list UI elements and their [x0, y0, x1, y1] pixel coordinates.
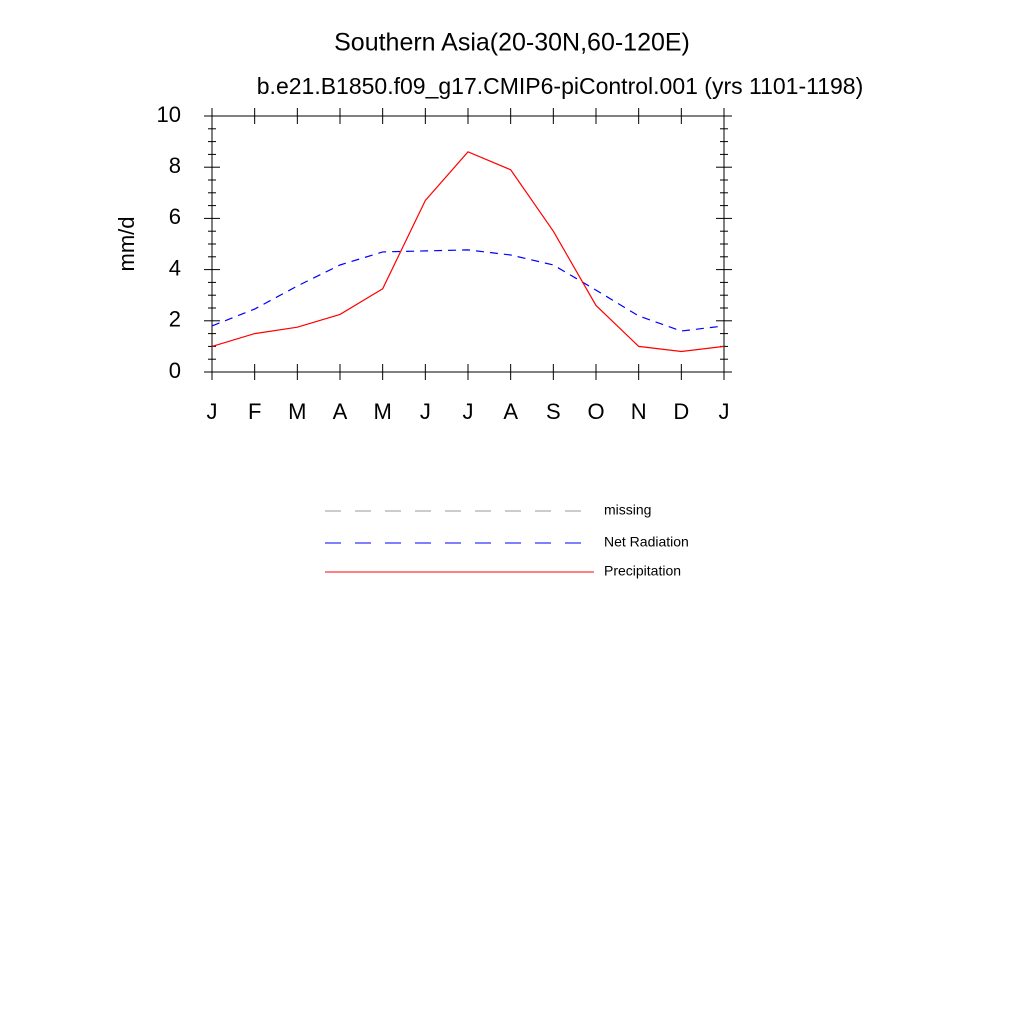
x-tick-label: F [248, 399, 261, 424]
x-tick-label: A [503, 399, 518, 424]
x-tick-label: J [719, 399, 730, 424]
x-tick-label: J [463, 399, 474, 424]
x-tick-label: O [587, 399, 604, 424]
series-line [211, 249, 725, 332]
y-tick-label: 8 [169, 153, 181, 178]
x-tick-label: S [546, 399, 561, 424]
x-tick-label: D [673, 399, 689, 424]
x-tick-label: J [420, 399, 431, 424]
series-line [211, 151, 725, 353]
x-tick-label: J [207, 399, 218, 424]
y-tick-label: 10 [157, 102, 181, 127]
legend-label: Net Radiation [604, 534, 689, 550]
y-tick-label: 4 [169, 255, 181, 280]
chart-title: Southern Asia(20-30N,60-120E) [334, 29, 690, 57]
y-tick-label: 6 [169, 204, 181, 229]
x-tick-label: A [333, 399, 348, 424]
x-tick-label: M [288, 399, 306, 424]
x-tick-label: N [631, 399, 647, 424]
y-axis-label: mm/d [114, 217, 139, 272]
y-tick-label: 2 [169, 307, 181, 332]
y-tick-label: 0 [169, 358, 181, 383]
x-tick-label: M [374, 399, 392, 424]
legend-label: missing [604, 502, 651, 518]
legend-label: Precipitation [604, 563, 681, 579]
chart-subtitle: b.e21.B1850.f09_g17.CMIP6-piControl.001 … [257, 73, 863, 99]
